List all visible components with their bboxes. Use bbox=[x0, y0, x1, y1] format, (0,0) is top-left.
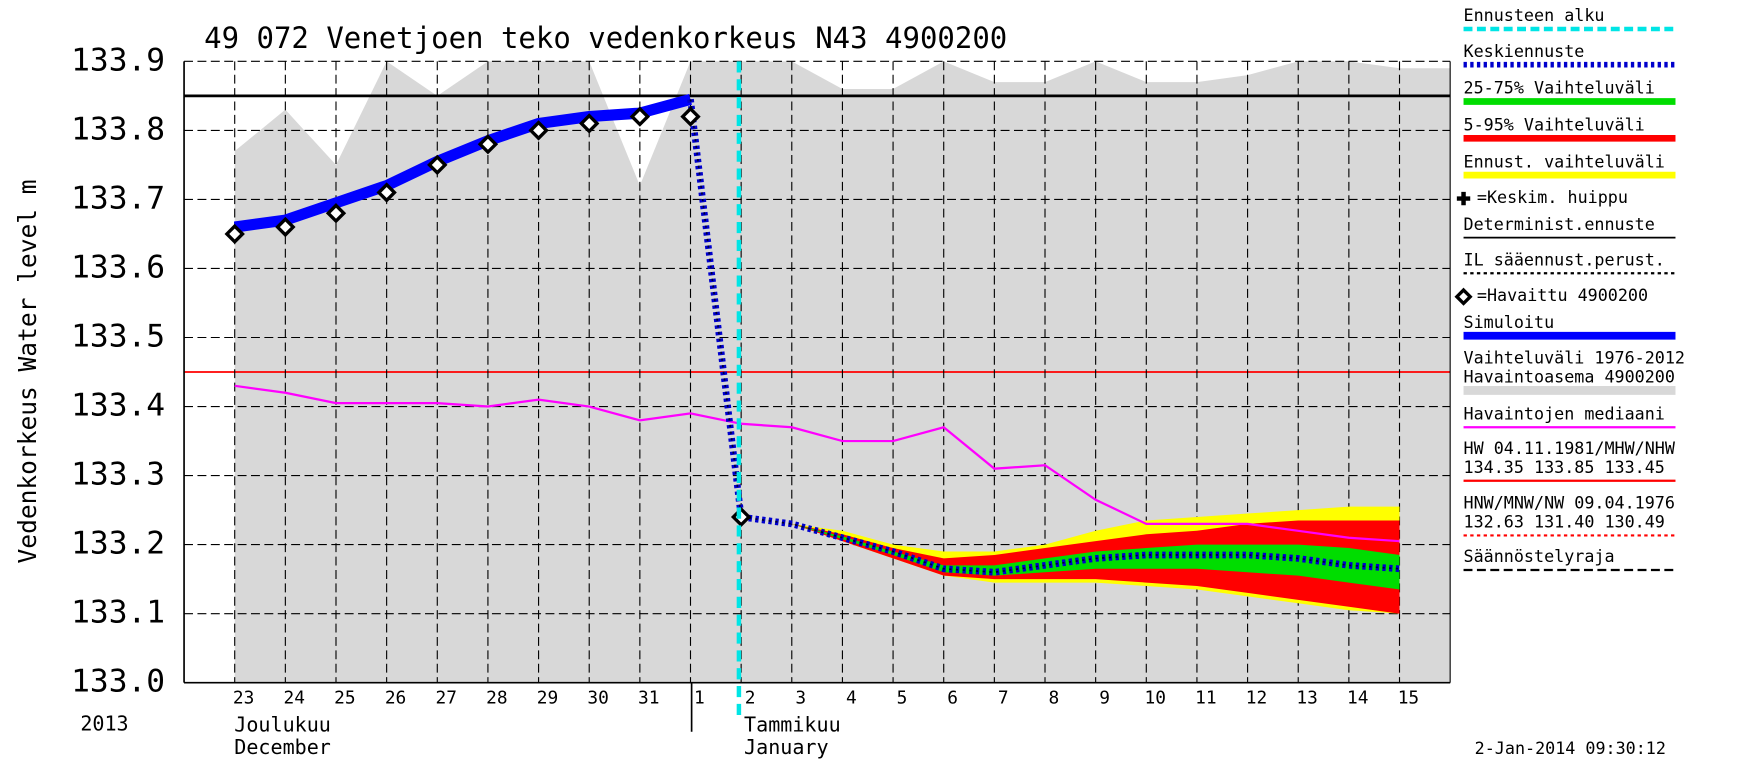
month-label: December bbox=[234, 735, 331, 759]
x-tick-label: 1 bbox=[694, 687, 705, 708]
x-tick-label: 14 bbox=[1347, 687, 1368, 708]
y-tick-label: 133.2 bbox=[71, 526, 165, 562]
y-tick-label: 133.7 bbox=[71, 180, 165, 216]
x-tick-label: 12 bbox=[1246, 687, 1267, 708]
year-label: 2013 bbox=[80, 712, 128, 736]
x-tick-label: 2 bbox=[745, 687, 756, 708]
legend-label: 134.35 133.85 133.45 bbox=[1464, 457, 1665, 477]
observed-marker bbox=[579, 113, 600, 134]
legend-label: Vaihteluväli 1976-2012 bbox=[1464, 348, 1685, 368]
legend-label: Säännöstelyraja bbox=[1464, 546, 1615, 566]
x-tick-label: 27 bbox=[435, 687, 456, 708]
x-tick-label: 6 bbox=[947, 687, 958, 708]
legend-label: Simuloitu bbox=[1464, 312, 1555, 332]
x-tick-label: 9 bbox=[1099, 687, 1110, 708]
x-tick-label: 15 bbox=[1398, 687, 1419, 708]
y-tick-label: 133.9 bbox=[71, 42, 165, 78]
forecast-line-core bbox=[689, 99, 1400, 574]
observed-marker bbox=[629, 106, 651, 127]
x-tick-label: 8 bbox=[1049, 687, 1060, 708]
x-tick-label: 10 bbox=[1144, 687, 1165, 708]
legend-label: Havaintojen mediaani bbox=[1464, 403, 1665, 423]
x-tick-label: 28 bbox=[486, 687, 507, 708]
legend-label: 25-75% Vaihteluväli bbox=[1464, 78, 1655, 98]
observed-marker bbox=[376, 182, 397, 203]
x-tick-label: 23 bbox=[233, 687, 254, 708]
y-tick-label: 133.3 bbox=[71, 457, 165, 493]
legend-label: Ennust. vaihteluväli bbox=[1464, 151, 1665, 171]
y-tick-label: 133.5 bbox=[71, 318, 165, 354]
x-tick-label: 4 bbox=[846, 687, 857, 708]
observed-marker bbox=[477, 134, 499, 155]
legend-label: Determinist.ennuste bbox=[1464, 214, 1655, 234]
y-tick-label: 133.1 bbox=[71, 595, 165, 631]
simulated-line bbox=[233, 93, 692, 233]
y-tick-label: 133.6 bbox=[71, 249, 165, 285]
legend-label: =Keskim. huippu bbox=[1477, 187, 1628, 207]
legend-label: HW 04.11.1981/MHW/NHW bbox=[1464, 438, 1676, 458]
x-tick-label: 25 bbox=[334, 687, 355, 708]
chart-title: 49 072 Venetjoen teko vedenkorkeus N43 4… bbox=[204, 21, 1007, 55]
legend-label: 132.63 131.40 130.49 bbox=[1464, 512, 1665, 532]
y-tick-label: 133.8 bbox=[71, 111, 165, 147]
month-label: January bbox=[744, 735, 829, 759]
x-tick-label: 26 bbox=[385, 687, 406, 708]
timestamp: 2-Jan-2014 09:30:12 bbox=[1475, 738, 1666, 758]
observed-marker bbox=[275, 216, 296, 238]
y-tick-label: 133.0 bbox=[71, 664, 165, 700]
legend-label: Ennusteen alku bbox=[1464, 5, 1605, 25]
legend-swatch bbox=[1454, 287, 1473, 306]
median-line bbox=[234, 384, 1400, 543]
legend-label: IL sääennust.perust. bbox=[1464, 250, 1665, 270]
band-area bbox=[741, 516, 1400, 590]
observed-marker bbox=[427, 154, 448, 176]
x-tick-label: 31 bbox=[638, 687, 659, 708]
x-tick-label: 24 bbox=[284, 687, 305, 708]
x-tick-label: 5 bbox=[897, 687, 908, 708]
legend-label: Havaintoasema 4900200 bbox=[1464, 367, 1675, 387]
y-tick-label: 133.4 bbox=[71, 388, 165, 424]
x-tick-label: 7 bbox=[998, 687, 1009, 708]
observed-marker bbox=[680, 106, 701, 127]
legend-swatch bbox=[1456, 191, 1471, 206]
x-tick-label: 11 bbox=[1195, 687, 1216, 708]
y-axis-label: Vedenkorkeus Water level m bbox=[13, 179, 42, 563]
observed-marker bbox=[325, 203, 347, 224]
x-tick-label: 3 bbox=[795, 687, 806, 708]
legend-label: HNW/MNW/NW 09.04.1976 bbox=[1464, 493, 1675, 513]
x-tick-label: 30 bbox=[587, 687, 608, 708]
plot-area bbox=[183, 60, 1451, 717]
legend-label: Keskiennuste bbox=[1464, 41, 1585, 61]
observed-marker bbox=[224, 223, 245, 245]
month-label: Joulukuu bbox=[234, 713, 331, 737]
x-tick-label: 29 bbox=[537, 687, 558, 708]
x-tick-label: 13 bbox=[1296, 687, 1317, 708]
observed-marker bbox=[528, 120, 549, 141]
month-label: Tammikuu bbox=[744, 713, 841, 737]
legend-label: =Havaittu 4900200 bbox=[1477, 285, 1648, 305]
legend-label: 5-95% Vaihteluväli bbox=[1464, 115, 1645, 135]
